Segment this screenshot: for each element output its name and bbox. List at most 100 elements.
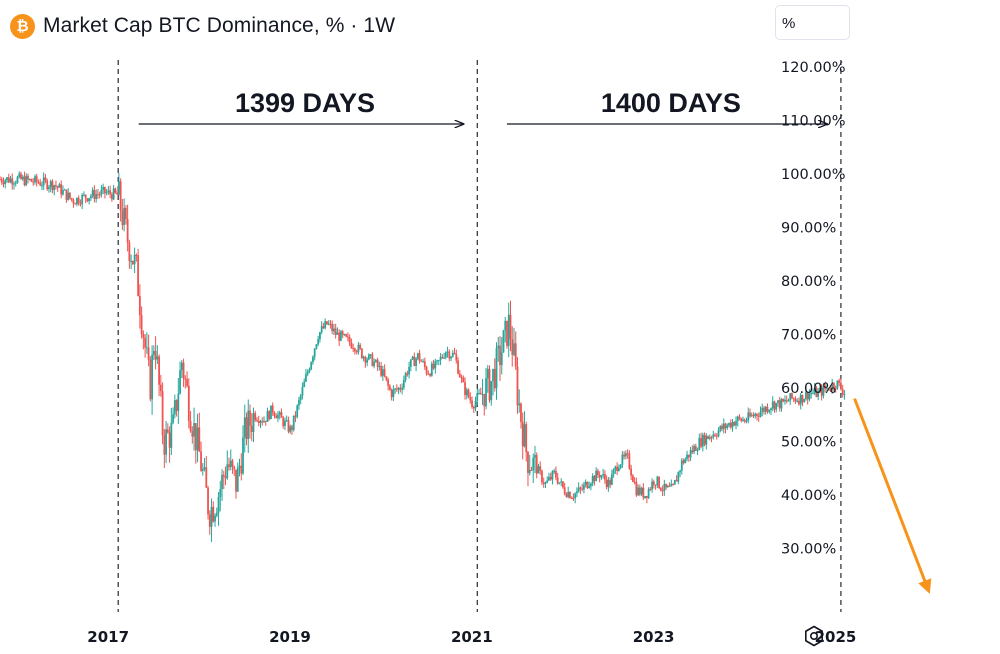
candle-344 bbox=[600, 475, 603, 478]
candle-67 bbox=[116, 192, 119, 195]
candle-167 bbox=[291, 426, 293, 430]
candle-407 bbox=[710, 437, 713, 439]
candle-134 bbox=[233, 466, 236, 470]
candle-54 bbox=[93, 190, 96, 200]
candle-265 bbox=[462, 377, 465, 383]
candle-481 bbox=[840, 382, 842, 390]
candle-306 bbox=[534, 454, 536, 458]
days-label-2: 1400 DAYS bbox=[601, 88, 741, 118]
candle-455 bbox=[794, 398, 797, 402]
candle-8 bbox=[13, 183, 15, 185]
candle-104 bbox=[180, 362, 183, 371]
candle-72 bbox=[124, 207, 127, 220]
candle-411 bbox=[717, 430, 720, 437]
candle-232 bbox=[404, 373, 407, 380]
candle-157 bbox=[273, 412, 276, 416]
candle-7 bbox=[11, 178, 14, 185]
candle-292 bbox=[509, 314, 512, 340]
candle-397 bbox=[693, 446, 695, 453]
candle-151 bbox=[263, 420, 265, 423]
candle-279 bbox=[486, 368, 489, 379]
candle-38 bbox=[65, 189, 68, 200]
candle-249 bbox=[434, 361, 437, 369]
candle-216 bbox=[376, 359, 379, 367]
candle-375 bbox=[654, 484, 657, 486]
candle-317 bbox=[553, 470, 556, 472]
candle-62 bbox=[107, 190, 110, 193]
candle-274 bbox=[478, 392, 480, 394]
scale-mode-button[interactable]: % bbox=[775, 5, 850, 40]
candle-129 bbox=[224, 476, 227, 479]
candle-132 bbox=[229, 460, 232, 468]
candle-444 bbox=[775, 402, 778, 410]
candle-421 bbox=[735, 421, 737, 426]
candle-268 bbox=[467, 389, 470, 398]
candle-2 bbox=[2, 182, 5, 185]
chart-title[interactable]: Market Cap BTC Dominance, % · 1W bbox=[43, 14, 396, 37]
candle-127 bbox=[221, 474, 223, 490]
candle-438 bbox=[764, 406, 767, 412]
candle-197 bbox=[343, 334, 346, 336]
chart-header: ₿ Market Cap BTC Dominance, % · 1W bbox=[10, 10, 395, 42]
candle-106 bbox=[184, 378, 187, 380]
candle-353 bbox=[616, 466, 619, 472]
candle-145 bbox=[252, 413, 255, 432]
candle-364 bbox=[635, 482, 638, 496]
settings-icon[interactable] bbox=[802, 624, 826, 648]
candle-173 bbox=[301, 387, 304, 396]
candle-154 bbox=[268, 411, 271, 420]
candle-468 bbox=[817, 390, 820, 397]
candle-14 bbox=[23, 176, 26, 186]
candle-370 bbox=[645, 496, 648, 498]
candle-482 bbox=[841, 389, 844, 395]
candle-273 bbox=[476, 393, 479, 401]
candle-11 bbox=[18, 173, 21, 178]
y-tick-label: 90.00% bbox=[781, 220, 836, 236]
candle-446 bbox=[778, 400, 781, 409]
candle-183 bbox=[319, 332, 321, 340]
candle-294 bbox=[513, 343, 515, 355]
candle-359 bbox=[626, 453, 629, 455]
candle-86 bbox=[149, 359, 152, 400]
candle-63 bbox=[109, 190, 112, 195]
annotations: 1399 DAYS 1400 DAYS bbox=[138, 88, 932, 594]
candle-402 bbox=[701, 434, 704, 447]
candle-153 bbox=[266, 411, 269, 422]
candle-80 bbox=[138, 295, 141, 315]
candle-99 bbox=[172, 414, 174, 423]
candle-240 bbox=[418, 353, 421, 361]
candle-95 bbox=[165, 429, 167, 455]
candle-425 bbox=[742, 419, 744, 421]
candle-373 bbox=[651, 481, 653, 490]
candle-432 bbox=[754, 413, 757, 416]
candle-311 bbox=[542, 482, 545, 484]
candle-128 bbox=[222, 474, 225, 477]
candle-202 bbox=[352, 347, 355, 349]
x-tick-label: 2017 bbox=[87, 628, 129, 646]
candle-403 bbox=[703, 434, 706, 445]
candle-149 bbox=[259, 421, 262, 423]
candle-433 bbox=[756, 413, 758, 416]
candle-74 bbox=[128, 242, 131, 261]
candle-422 bbox=[736, 416, 739, 422]
candle-181 bbox=[315, 344, 318, 349]
candle-420 bbox=[733, 422, 736, 426]
x-tick-label: 2019 bbox=[269, 628, 311, 646]
candle-320 bbox=[558, 482, 561, 484]
candle-219 bbox=[381, 369, 384, 376]
x-axis[interactable]: 2017 2019 2021 2023 2025 bbox=[87, 628, 856, 646]
candle-374 bbox=[652, 481, 655, 485]
candle-126 bbox=[219, 489, 222, 497]
candle-318 bbox=[555, 470, 557, 478]
candle-338 bbox=[590, 483, 592, 487]
y-axis[interactable]: 120.00% 110.00% 100.00% 90.00% 80.00% 70.00% 6… bbox=[781, 60, 846, 558]
candle-443 bbox=[773, 401, 776, 410]
candle-266 bbox=[464, 382, 466, 396]
candle-404 bbox=[705, 435, 708, 445]
candle-114 bbox=[198, 427, 201, 452]
candle-423 bbox=[738, 416, 741, 419]
candle-46 bbox=[79, 203, 82, 205]
candle-309 bbox=[539, 466, 542, 471]
candle-284 bbox=[495, 348, 498, 389]
